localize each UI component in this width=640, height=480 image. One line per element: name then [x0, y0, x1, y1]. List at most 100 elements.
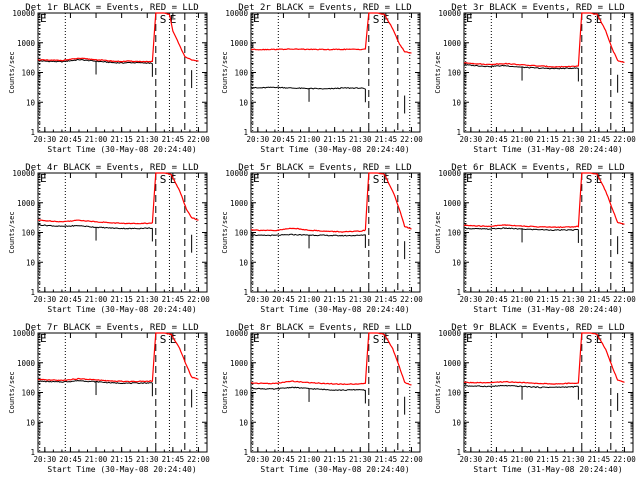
x-tick-label: 21:00 — [85, 455, 108, 464]
y-tick-label: 10000 — [225, 169, 248, 178]
end-marker-label: E — [170, 13, 177, 26]
lld-series-line — [37, 12, 199, 63]
y-tick-label: 1 — [243, 288, 248, 297]
start-marker-label: S — [160, 173, 167, 186]
lld-series-line — [37, 332, 199, 383]
events-series-line — [463, 227, 579, 232]
events-series-line — [463, 384, 579, 389]
edge-marker-label: E — [40, 332, 47, 345]
x-tick-label: 20:45 — [272, 455, 295, 464]
y-tick-label: 10000 — [12, 169, 35, 178]
lld-series-line — [38, 172, 199, 225]
plot-frame — [250, 172, 421, 293]
y-tick-label: 10 — [452, 98, 462, 107]
y-tick-label: 1 — [30, 288, 35, 297]
edge-marker-label: E — [253, 332, 260, 345]
x-tick-label: 20:30 — [247, 455, 270, 464]
events-series-line — [250, 386, 366, 391]
x-tick-label: 21:30 — [349, 295, 372, 304]
x-tick-label: 21:15 — [323, 455, 346, 464]
x-tick-label: 21:45 — [588, 295, 611, 304]
x-tick-label: 21:30 — [562, 455, 585, 464]
y-tick-label: 100 — [447, 69, 461, 78]
y-tick-label: 1000 — [17, 39, 36, 48]
lld-series-line — [250, 332, 412, 386]
x-axis-label: Start Time (30-May-08 20:24:40) — [47, 305, 196, 314]
x-axis-label: Start Time (30-May-08 20:24:40) — [260, 465, 409, 474]
x-tick-label: 21:30 — [349, 455, 372, 464]
x-tick-label: 21:15 — [110, 295, 133, 304]
y-tick-label: 1000 — [443, 199, 462, 208]
x-tick-label: 21:15 — [110, 455, 133, 464]
plot-frame — [250, 332, 421, 453]
y-tick-label: 10000 — [438, 169, 461, 178]
x-tick-label: 20:45 — [485, 455, 508, 464]
x-tick-label: 21:45 — [375, 295, 398, 304]
x-tick-label: 20:30 — [247, 295, 270, 304]
y-tick-label: 1 — [456, 128, 461, 137]
panel-title: Det 2r BLACK = Events, RED = LLD — [238, 3, 411, 13]
detector-panel-3: Det 3r BLACK = Events, RED = LLD 1 10 100 10… — [434, 3, 636, 154]
edge-marker-label: E — [466, 172, 473, 185]
x-tick-label: 21:45 — [162, 295, 185, 304]
x-axis-label: Start Time (30-May-08 20:24:40) — [47, 465, 196, 474]
x-tick-label: 21:00 — [511, 295, 534, 304]
panel-title: Det 9r BLACK = Events, RED = LLD — [451, 323, 624, 333]
x-tick-label: 21:15 — [110, 135, 133, 144]
panel-title: Det 1r BLACK = Events, RED = LLD — [25, 3, 198, 13]
y-tick-label: 1 — [243, 128, 248, 137]
x-tick-label: 20:30 — [34, 455, 57, 464]
y-tick-label: 100 — [234, 69, 248, 78]
x-tick-label: 22:00 — [613, 295, 636, 304]
end-marker-label: E — [383, 333, 390, 346]
end-marker-label: E — [383, 173, 390, 186]
y-axis-label: Counts/sec — [221, 211, 229, 253]
y-tick-label: 10000 — [438, 329, 461, 338]
x-tick-label: 20:45 — [59, 295, 82, 304]
edge-marker-label: E — [253, 12, 260, 25]
lld-series-line — [250, 12, 412, 54]
x-tick-label: 21:00 — [298, 295, 321, 304]
panel-title: Det 6r BLACK = Events, RED = LLD — [451, 163, 624, 173]
plot-frame — [37, 12, 208, 133]
panel-title: Det 5r BLACK = Events, RED = LLD — [238, 163, 411, 173]
start-marker-label: S — [160, 13, 167, 26]
x-tick-label: 21:00 — [511, 455, 534, 464]
detector-panel-6: Det 6r BLACK = Events, RED = LLD 1 10 100 10… — [434, 163, 636, 314]
y-axis-label: Counts/sec — [8, 51, 16, 93]
x-tick-label: 20:30 — [460, 135, 483, 144]
y-axis-label: Counts/sec — [221, 51, 229, 93]
x-tick-label: 20:45 — [272, 295, 295, 304]
edge-marker-label: E — [466, 12, 473, 25]
x-tick-label: 20:30 — [247, 135, 270, 144]
x-tick-label: 22:00 — [400, 135, 423, 144]
y-axis-label: Counts/sec — [8, 211, 16, 253]
x-tick-label: 21:00 — [85, 135, 108, 144]
x-tick-label: 20:45 — [485, 295, 508, 304]
y-axis-label: Counts/sec — [434, 211, 442, 253]
detector-panel-7: Det 7r BLACK = Events, RED = LLD 1 10 100 10… — [8, 323, 210, 474]
x-tick-label: 21:15 — [536, 135, 559, 144]
y-tick-label: 10 — [26, 98, 36, 107]
events-series-line — [37, 58, 153, 64]
y-tick-label: 10 — [452, 418, 462, 427]
x-axis-label: Start Time (30-May-08 20:24:40) — [260, 305, 409, 314]
start-marker-label: S — [160, 333, 167, 346]
y-tick-label: 10 — [239, 98, 249, 107]
y-tick-label: 10000 — [225, 329, 248, 338]
detector-panel-4: Det 4r BLACK = Events, RED = LLD 1 10 100 10… — [8, 163, 210, 314]
x-tick-label: 20:45 — [59, 455, 82, 464]
x-tick-label: 21:15 — [536, 455, 559, 464]
y-tick-label: 1000 — [230, 199, 249, 208]
events-series-line — [251, 233, 366, 237]
end-marker-label: E — [596, 333, 603, 346]
x-tick-label: 21:30 — [136, 295, 159, 304]
x-axis-label: Start Time (30-May-08 20:24:40) — [47, 145, 196, 154]
x-tick-label: 21:45 — [588, 455, 611, 464]
y-tick-label: 10000 — [12, 329, 35, 338]
panel-title: Det 7r BLACK = Events, RED = LLD — [25, 323, 198, 333]
x-tick-label: 21:15 — [323, 295, 346, 304]
events-series-line — [37, 379, 153, 385]
start-marker-label: S — [373, 13, 380, 26]
